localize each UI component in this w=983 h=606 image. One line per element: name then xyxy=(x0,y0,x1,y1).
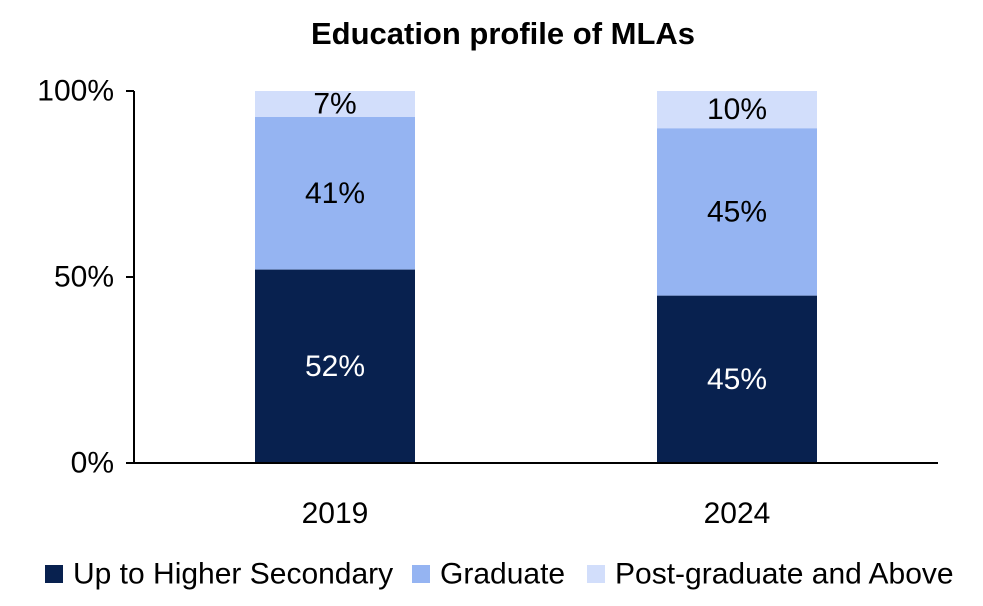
legend-swatch-1 xyxy=(412,565,430,583)
bar-2019-series-0 xyxy=(255,269,415,463)
data-label-2024-series-0: 45% xyxy=(707,363,767,396)
legend-label-2: Post-graduate and Above xyxy=(615,558,954,591)
y-tick-label-50: 50% xyxy=(54,261,114,294)
x-tick-label-2024: 2024 xyxy=(704,497,771,530)
bar-2019-series-2 xyxy=(255,91,415,117)
bar-2024-series-1 xyxy=(657,128,817,296)
y-tick-label-0: 0% xyxy=(71,447,114,480)
data-label-2019-series-2: 7% xyxy=(313,88,356,121)
data-label-2019-series-0: 52% xyxy=(305,350,365,383)
legend-swatch-0 xyxy=(45,565,63,583)
bar-2024-series-0 xyxy=(657,295,817,463)
axes-layer: 2019 2024 0% 50% 100% xyxy=(37,75,938,530)
data-label-2024-series-2: 10% xyxy=(707,93,767,126)
data-label-2024-series-1: 45% xyxy=(707,195,767,228)
bar-2019-series-1 xyxy=(255,117,415,270)
bar-2024-series-2 xyxy=(657,91,817,129)
x-tick-label-2019: 2019 xyxy=(302,497,369,530)
legend-swatch-2 xyxy=(587,565,605,583)
legend: Up to Higher Secondary Graduate Post-gradu… xyxy=(45,558,954,591)
legend-label-0: Up to Higher Secondary xyxy=(73,558,393,591)
data-labels-layer: 52% 41% 7% 45% 45% 10% xyxy=(305,88,767,396)
y-tick-label-100: 100% xyxy=(37,75,114,108)
bars-layer xyxy=(255,91,817,463)
chart-title: Education profile of MLAs xyxy=(311,16,695,51)
legend-label-1: Graduate xyxy=(440,558,565,591)
data-label-2019-series-1: 41% xyxy=(305,177,365,210)
